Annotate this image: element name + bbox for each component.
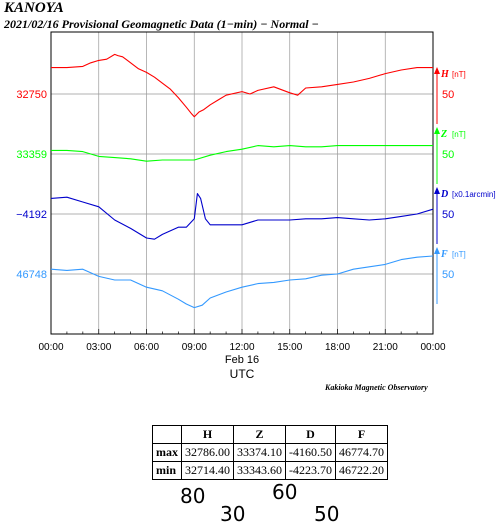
series-line-h [51, 53, 433, 118]
x-tick-label: 00:00 [38, 342, 63, 353]
stats-row-max: max 32786.00 33374.10 -4160.50 46774.70 [152, 443, 388, 462]
series-scale-z: 50 [442, 149, 454, 161]
x-tick-label: 06:00 [134, 342, 159, 353]
stats-header-row: H Z D F [152, 425, 388, 444]
stats-col-d: D [285, 425, 336, 444]
base-value-z: 33359 [16, 149, 47, 161]
scale-note-50: 50 [314, 502, 340, 526]
stats-col-h: H [181, 425, 234, 444]
stats-cell: 46722.20 [335, 461, 388, 480]
date-label: Feb 16 [225, 354, 259, 366]
plot-frame [50, 31, 434, 335]
x-tick-label: 12:00 [229, 342, 254, 353]
stats-cell: 32786.00 [181, 443, 234, 462]
base-value-f: 46748 [16, 269, 47, 281]
series-name-h: H [440, 69, 450, 80]
base-value-d: −4192 [16, 209, 47, 221]
series-scale-f: 50 [442, 269, 454, 281]
stats-cell: 32714.40 [181, 461, 234, 480]
x-tick-label: 18:00 [325, 342, 350, 353]
series-line-f [50, 255, 434, 309]
chart-grid [50, 32, 434, 334]
station-title: KANOYA [4, 0, 64, 16]
scale-arrow-d [434, 187, 440, 194]
stats-row-min: min 32714.40 33343.60 -4223.70 46722.20 [152, 461, 388, 480]
x-tick-label: 03:00 [86, 342, 111, 353]
scale-arrow-z [434, 127, 440, 134]
series-unit-h: [nT] [452, 70, 466, 79]
scale-arrow-f [434, 247, 440, 254]
series-line-d [50, 193, 434, 240]
stats-cell: 46774.70 [335, 443, 388, 462]
base-value-labels: 32750 33359 −4192 46748 [16, 89, 47, 281]
stats-corner [152, 425, 182, 444]
series-unit-d: [x0.1arcmin] [452, 190, 496, 199]
stats-row-label: max [152, 443, 182, 462]
stats-table: H Z D F max 32786.00 33374.10 -4160.50 4… [152, 425, 388, 480]
series-unit-f: [nT] [452, 250, 466, 259]
x-tick-label: 21:00 [373, 342, 398, 353]
scale-note-80: 80 [180, 484, 206, 508]
x-tick-label: 09:00 [182, 342, 207, 353]
scale-note-60: 60 [272, 480, 298, 504]
scale-note-30: 30 [220, 502, 246, 526]
stats-row-label: min [152, 461, 182, 480]
series-lines [50, 53, 434, 309]
x-tick-label: 15:00 [277, 342, 302, 353]
stats-col-z: Z [233, 425, 286, 444]
series-scale-d: 50 [442, 209, 454, 221]
x-axis-label: UTC [230, 367, 255, 381]
stats-cell: -4160.50 [285, 443, 336, 462]
series-scale-labels: H [nT]50Z [nT]50D [x0.1arcmin]50F [nT]50 [434, 67, 496, 304]
series-name-f: F [440, 249, 448, 260]
stats-cell: 33343.60 [233, 461, 286, 480]
stats-cell: 33374.10 [233, 443, 286, 462]
stats-cell: -4223.70 [285, 461, 336, 480]
chart-subtitle: 2021/02/16 Provisional Geomagnetic Data … [4, 17, 319, 31]
base-value-h: 32750 [16, 89, 47, 101]
x-tick-label: 00:00 [420, 342, 445, 353]
series-name-d: D [440, 189, 448, 200]
series-name-z: Z [440, 129, 447, 140]
series-unit-z: [nT] [452, 130, 466, 139]
x-tick-labels: 00:00 03:00 06:00 09:00 12:00 15:00 18:00 21:00… [38, 342, 445, 353]
series-scale-h: 50 [442, 89, 454, 101]
series-line-z [51, 145, 433, 162]
observatory-credit: Kakioka Magnetic Observatory [325, 383, 428, 392]
scale-arrow-h [434, 67, 440, 74]
stats-col-f: F [335, 425, 388, 444]
